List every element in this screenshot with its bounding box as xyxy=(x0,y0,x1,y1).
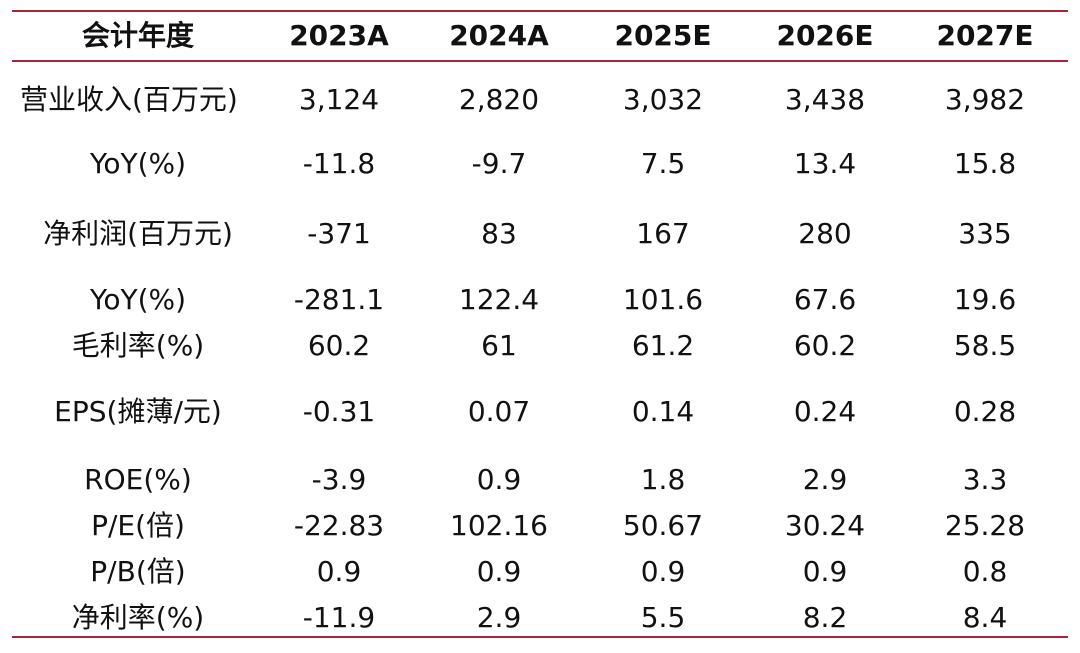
row-label: 净利润(百万元) xyxy=(43,217,233,250)
table-cell: 3,982 xyxy=(944,83,1026,116)
table-cell: 7.5 xyxy=(640,147,686,180)
table-cell: 167 xyxy=(636,217,690,250)
table-cell: 61.2 xyxy=(631,329,695,362)
table-cell: 102.16 xyxy=(450,509,548,542)
table-cell: 25.28 xyxy=(944,509,1026,542)
header-cell-2025e: 2025E xyxy=(614,19,712,52)
table-cell: -371 xyxy=(307,217,371,250)
row-label: 营业收入(百万元) xyxy=(20,83,238,116)
row-label: EPS(摊薄/元) xyxy=(54,395,222,428)
table-cell: 0.28 xyxy=(953,395,1017,428)
table-cell: 1.8 xyxy=(640,463,686,496)
table-cell: 3,032 xyxy=(622,83,704,116)
row-label: YoY(%) xyxy=(89,283,187,316)
table-cell: -3.9 xyxy=(311,463,367,496)
table-cell: 58.5 xyxy=(953,329,1017,362)
table-cell: 0.24 xyxy=(793,395,857,428)
table-cell: 60.2 xyxy=(307,329,371,362)
table-cell: 13.4 xyxy=(793,147,857,180)
table-cell: 0.8 xyxy=(962,555,1008,588)
table-cell: -11.8 xyxy=(302,147,376,180)
table-cell: 122.4 xyxy=(458,283,540,316)
table-cell: 2.9 xyxy=(802,463,848,496)
table-cell: 2.9 xyxy=(476,601,522,634)
table-cell: -0.31 xyxy=(302,395,376,428)
table-cell: 3,124 xyxy=(298,83,380,116)
table-cell: 0.9 xyxy=(802,555,848,588)
table-cell: 3,438 xyxy=(784,83,866,116)
table-cell: 60.2 xyxy=(793,329,857,362)
table-cell: -281.1 xyxy=(293,283,385,316)
row-label: P/B(倍) xyxy=(90,555,186,588)
table-cell: 15.8 xyxy=(953,147,1017,180)
table-cell: 0.9 xyxy=(640,555,686,588)
table-cell: 5.5 xyxy=(640,601,686,634)
table-cell: 0.9 xyxy=(476,463,522,496)
header-cell-2024a: 2024A xyxy=(449,19,549,52)
table-cell: 335 xyxy=(958,217,1012,250)
row-label: YoY(%) xyxy=(89,147,187,180)
table-cell: 61 xyxy=(481,329,517,362)
table-cell: 2,820 xyxy=(458,83,540,116)
header-cell-2026e: 2026E xyxy=(776,19,874,52)
table-cell: 8.2 xyxy=(802,601,848,634)
table-cell: 0.9 xyxy=(476,555,522,588)
table-cell: 101.6 xyxy=(622,283,704,316)
table-cell: 30.24 xyxy=(784,509,866,542)
header-cell-2023a: 2023A xyxy=(289,19,389,52)
table-cell: 3.3 xyxy=(962,463,1008,496)
table-cell: 8.4 xyxy=(962,601,1008,634)
table-cell: 0.14 xyxy=(631,395,695,428)
header-rule xyxy=(12,60,1068,62)
table-cell: 83 xyxy=(481,217,517,250)
header-cell-year-label: 会计年度 xyxy=(81,19,194,52)
row-label: 净利率(%) xyxy=(71,601,205,634)
table-cell: 0.9 xyxy=(316,555,362,588)
header-cell-2027e: 2027E xyxy=(936,19,1034,52)
table-cell: 280 xyxy=(798,217,852,250)
table-cell: 67.6 xyxy=(793,283,857,316)
table-cell: -9.7 xyxy=(471,147,527,180)
row-label: P/E(倍) xyxy=(91,509,185,542)
table-cell: -22.83 xyxy=(293,509,385,542)
row-label: ROE(%) xyxy=(84,463,192,496)
table-cell: 0.07 xyxy=(467,395,531,428)
table-cell: 19.6 xyxy=(953,283,1017,316)
row-label: 毛利率(%) xyxy=(71,329,205,362)
table-cell: 50.67 xyxy=(622,509,704,542)
table-cell: -11.9 xyxy=(302,601,376,634)
bottom-rule xyxy=(12,636,1068,638)
top-rule xyxy=(12,10,1068,12)
